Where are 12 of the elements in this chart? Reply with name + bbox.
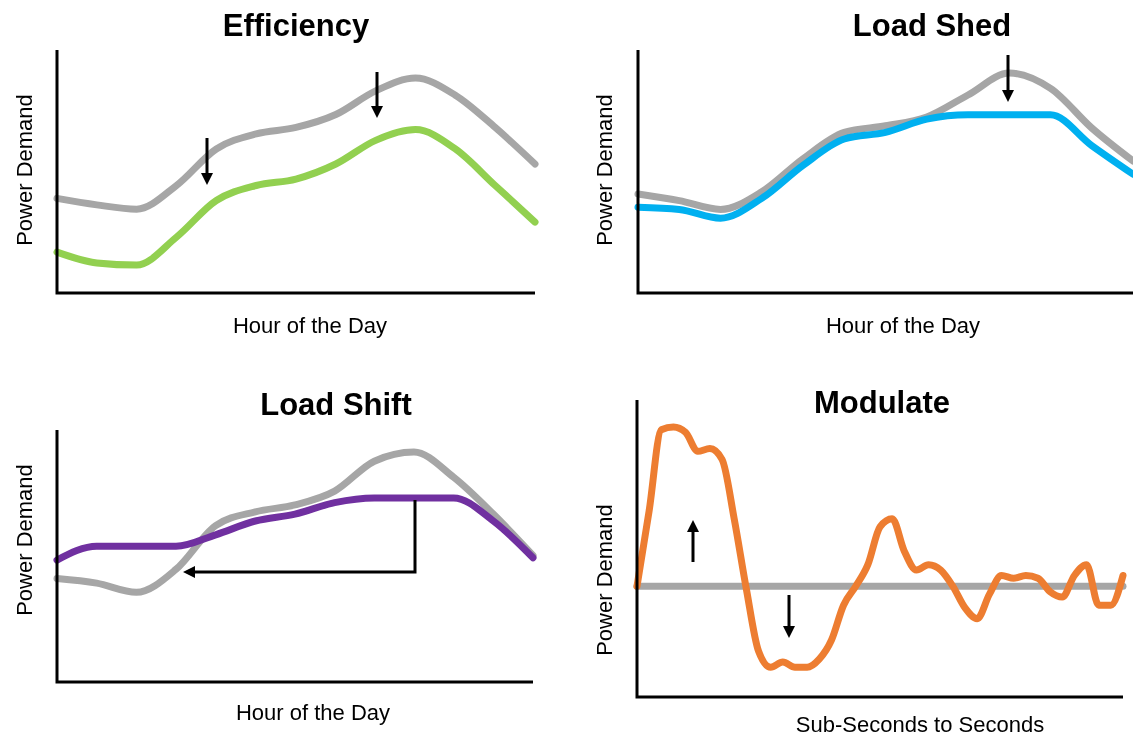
y-axis-title: Power Demand <box>592 94 617 246</box>
chart-title: Efficiency <box>222 8 370 43</box>
x-axis-title: Hour of the Day <box>232 313 388 338</box>
chart-title: Load Shift <box>260 387 412 422</box>
chart-title: Load Shed <box>852 8 1012 43</box>
x-axis-title: Sub-Seconds to Seconds <box>795 712 1045 737</box>
chart-title: Modulate <box>813 385 951 420</box>
y-axis-title: Power Demand <box>592 504 617 656</box>
x-axis-title: Hour of the Day <box>235 700 391 725</box>
y-axis-title: Power Demand <box>12 94 37 246</box>
y-axis-title: Power Demand <box>12 464 37 616</box>
x-axis-title: Hour of the Day <box>825 313 981 338</box>
